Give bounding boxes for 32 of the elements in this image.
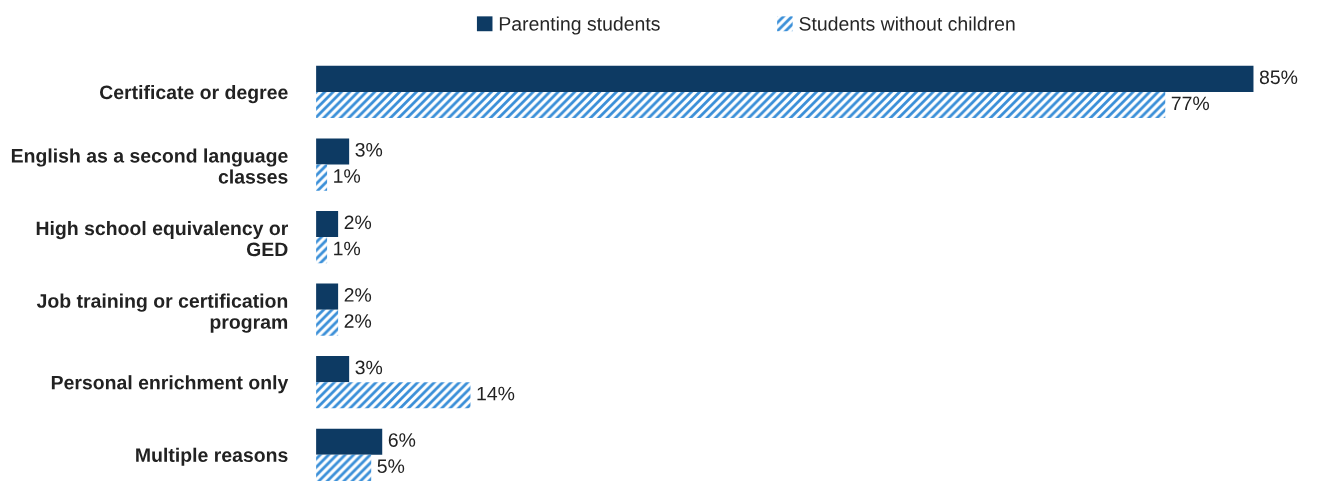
data-label: 2%	[344, 215, 372, 230]
bar	[316, 65, 1254, 92]
data-label: 3%	[355, 142, 383, 157]
bar	[316, 210, 339, 238]
data-label: 6%	[388, 433, 416, 447]
bar	[316, 164, 328, 191]
bar	[316, 237, 328, 264]
bar	[316, 309, 339, 336]
bar	[316, 428, 383, 455]
bar	[316, 91, 1166, 119]
bar	[316, 356, 350, 383]
data-label: 2%	[344, 314, 372, 328]
data-label: 1%	[334, 169, 361, 183]
data-label: 77%	[1171, 96, 1210, 111]
data-label: 2%	[344, 288, 372, 302]
data-label: 5%	[377, 459, 405, 474]
data-label: 14%	[477, 386, 515, 401]
legend-label: Parenting students	[499, 16, 660, 35]
bar	[316, 283, 339, 310]
data-label: 85%	[1259, 70, 1298, 85]
y-tick-label: English as a second language classes	[11, 148, 288, 184]
y-tick-label: Multiple reasons	[136, 447, 288, 466]
data-label: 1%	[334, 241, 361, 256]
y-tick-label: Job training or certification program	[36, 293, 288, 333]
data-label: 3%	[355, 360, 383, 375]
y-tick-label: High school equivalency or GED	[36, 220, 289, 257]
bar	[316, 382, 471, 409]
y-tick-label: Personal enrichment only	[51, 375, 289, 394]
y-tick-label: Certificate or degree	[99, 84, 288, 104]
bar	[316, 454, 372, 481]
legend-label: Students without children	[799, 16, 1015, 31]
bar	[316, 138, 350, 165]
